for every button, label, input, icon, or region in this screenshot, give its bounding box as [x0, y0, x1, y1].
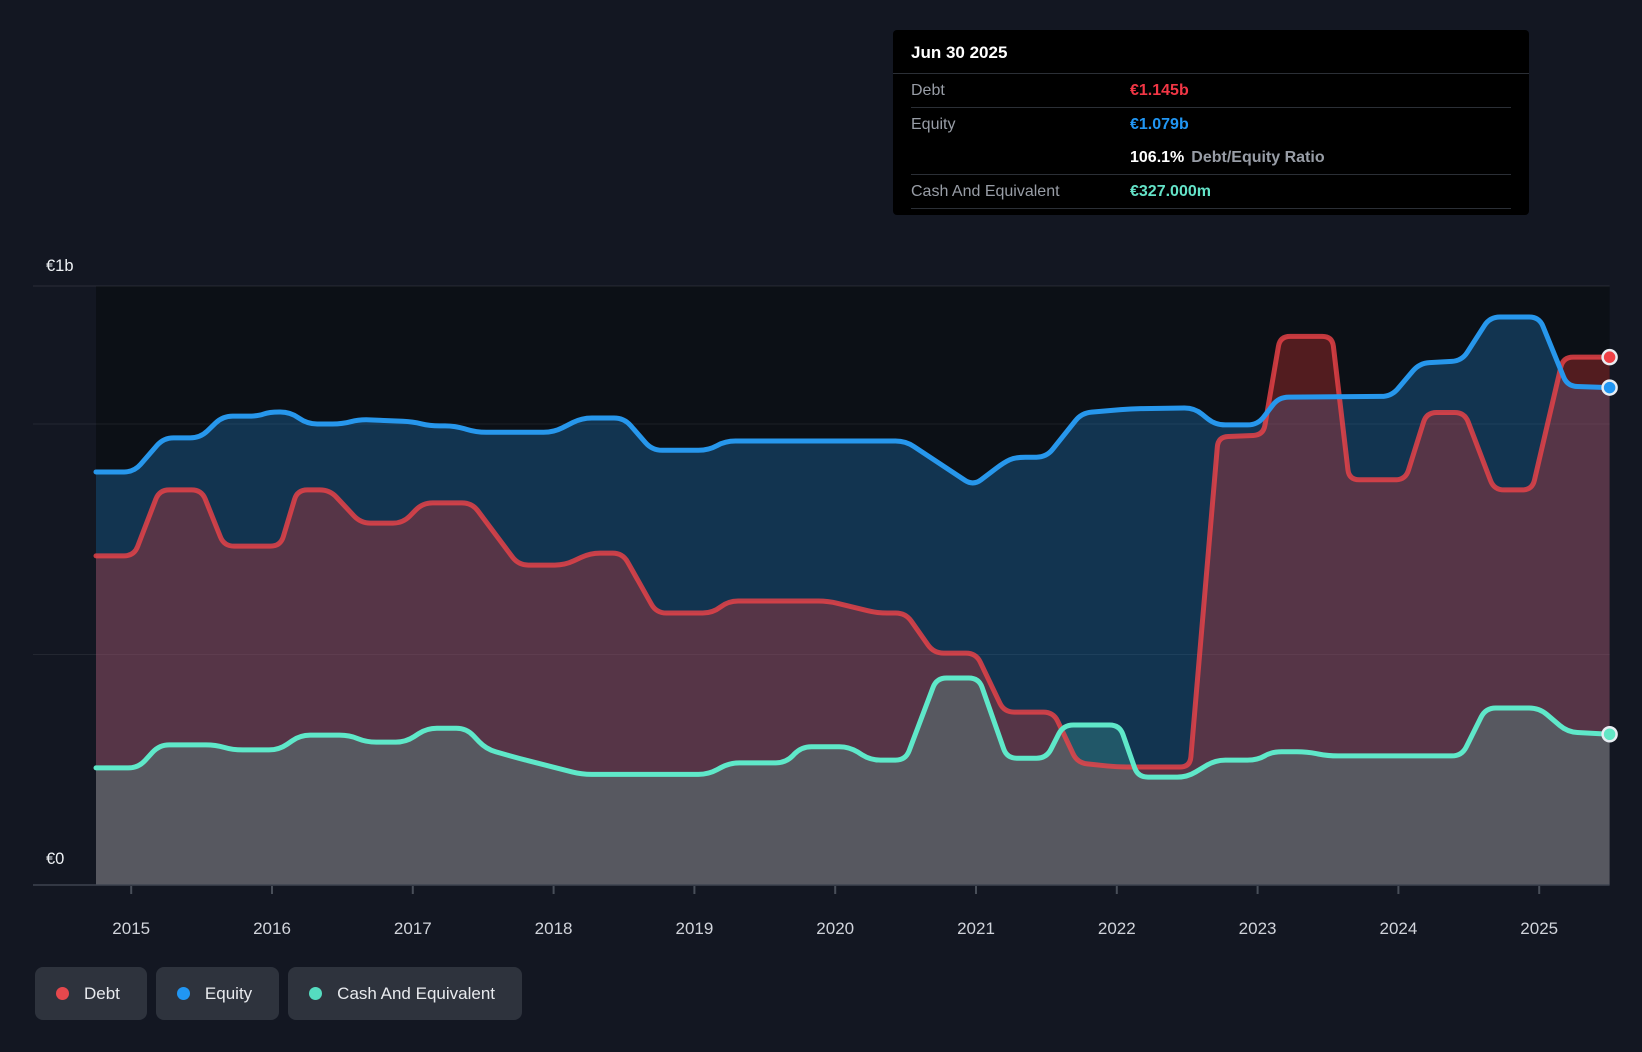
tooltip-ratio-label: Debt/Equity Ratio [1191, 148, 1325, 166]
legend-chip-debt[interactable]: Debt [35, 967, 147, 1020]
debt-line [93, 333, 1613, 770]
tooltip-equity-value: €1.079b [1130, 115, 1189, 133]
plot-area[interactable] [96, 286, 1610, 885]
tooltip-cash-value: €327.000m [1130, 182, 1211, 200]
legend-equity-label: Equity [204, 983, 253, 1003]
tooltip-debt-row: Debt €1.145b [911, 74, 1511, 108]
tooltip-equity-row: Equity €1.079b [911, 108, 1511, 141]
tooltip-date: Jun 30 2025 [893, 30, 1529, 74]
tooltip-cash-label: Cash And Equivalent [911, 182, 1060, 200]
equity-endpoint-dot [1601, 379, 1618, 396]
tooltip-debt-value: €1.145b [1130, 81, 1189, 99]
chart-legend: Debt Equity Cash And Equivalent [35, 967, 523, 1020]
x-tick-label-2021: 2021 [957, 919, 995, 938]
x-tick-label-2017: 2017 [394, 919, 432, 938]
legend-debt-label: Debt [84, 983, 120, 1003]
legend-cash-label: Cash And Equivalent [337, 983, 496, 1003]
legend-chip-equity[interactable]: Equity [155, 967, 280, 1020]
x-tick-label-2016: 2016 [253, 919, 291, 938]
x-tick-label-2025: 2025 [1520, 919, 1558, 938]
x-tick-label-2019: 2019 [675, 919, 713, 938]
cash-legend-dot-icon [309, 987, 323, 1000]
x-tick-label-2020: 2020 [816, 919, 854, 938]
tooltip-cash-row: Cash And Equivalent €327.000m [911, 175, 1511, 209]
debt-legend-dot-icon [56, 987, 69, 1000]
x-tick-label-2024: 2024 [1379, 919, 1417, 938]
equity-area [96, 317, 1610, 886]
x-tick-label-2015: 2015 [112, 919, 150, 938]
cash-line [93, 675, 1613, 780]
tooltip-ratio-row: 106.1% Debt/Equity Ratio [911, 141, 1511, 175]
tooltip-ratio-value: 106.1% [1130, 148, 1185, 166]
x-tick-label-2023: 2023 [1239, 919, 1277, 938]
x-tick-label-2018: 2018 [535, 919, 573, 938]
cash-endpoint-dot [1601, 726, 1618, 743]
tooltip-equity-label: Equity [911, 115, 956, 133]
y-axis-label-0: €0 [46, 850, 64, 868]
chart-tooltip: Jun 30 2025 Debt €1.145b Equity €1.079b … [893, 30, 1529, 215]
tooltip-debt-label: Debt [911, 81, 945, 99]
equity-line [93, 314, 1613, 486]
y-axis-label-1b: €1b [46, 257, 74, 275]
x-tick-label-2022: 2022 [1098, 919, 1136, 938]
cash-area [96, 678, 1610, 885]
legend-chip-cash[interactable]: Cash And Equivalent [288, 967, 523, 1020]
equity-legend-dot-icon [176, 987, 190, 1000]
debt-area [96, 336, 1610, 885]
debt-endpoint-dot [1601, 348, 1618, 366]
